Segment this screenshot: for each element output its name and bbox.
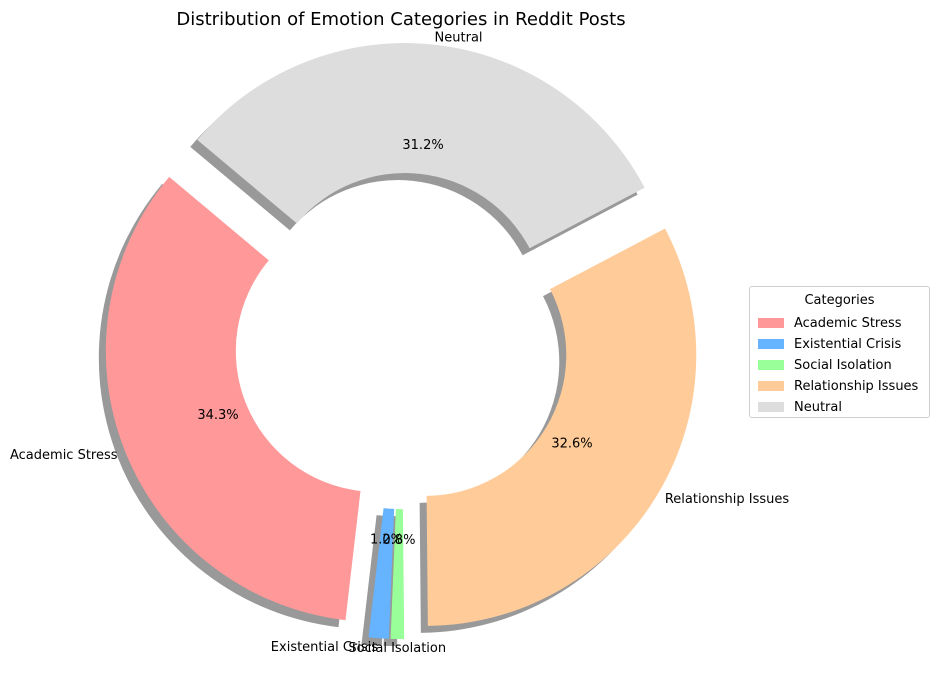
legend-label-social-isolation: Social Isolation — [794, 357, 892, 373]
legend-item-social-isolation: Social Isolation — [758, 355, 892, 375]
slices — [105, 43, 697, 640]
legend-swatch-neutral — [758, 402, 784, 412]
legend-swatch-relationship-issues — [758, 381, 784, 391]
legend-item-existential-crisis: Existential Crisis — [758, 334, 901, 354]
pct-neutral: 31.2% — [402, 138, 443, 153]
slice-existential-crisis — [368, 508, 395, 639]
legend-item-neutral: Neutral — [758, 397, 842, 417]
slice-academic-stress — [105, 176, 361, 621]
slice-labels: Academic Stress Existential CrisisSocial … — [10, 31, 789, 656]
label-neutral: Neutral — [435, 31, 483, 46]
label-social-isolation: Social Isolation — [348, 641, 446, 656]
slice-neutral — [197, 43, 645, 249]
label-academic-stress: Academic Stress — [10, 448, 118, 463]
legend-label-relationship-issues: Relationship Issues — [794, 378, 919, 394]
legend: Categories Academic Stress Existential Cr… — [749, 286, 930, 418]
pct-social-isolation: 0.8% — [382, 533, 415, 548]
legend-label-existential-crisis: Existential Crisis — [794, 336, 902, 352]
percent-labels: 34.3% 1.2%0.8% 32.6% 31.2% — [197, 138, 592, 548]
label-relationship-issues: Relationship Issues — [665, 492, 790, 507]
legend-label-academic-stress: Academic Stress — [794, 315, 902, 331]
legend-label-neutral: Neutral — [794, 399, 842, 415]
label-existential-crisis: Existential Crisis — [271, 640, 378, 655]
legend-swatch-social-isolation — [758, 360, 784, 370]
legend-item-academic-stress: Academic Stress — [758, 313, 902, 333]
legend-swatch-academic-stress — [758, 318, 784, 328]
pct-academic-stress: 34.3% — [197, 408, 238, 423]
legend-item-relationship-issues: Relationship Issues — [758, 376, 918, 396]
slice-social-isolation — [390, 508, 405, 640]
legend-title: Categories — [804, 293, 875, 308]
chart-title: Distribution of Emotion Categories in Re… — [176, 9, 625, 30]
pct-existential-crisis: 1.2% — [370, 532, 403, 547]
pct-relationship-issues: 32.6% — [551, 436, 592, 451]
slice-relationship-issues — [426, 228, 697, 626]
legend-swatch-existential-crisis — [758, 339, 784, 349]
